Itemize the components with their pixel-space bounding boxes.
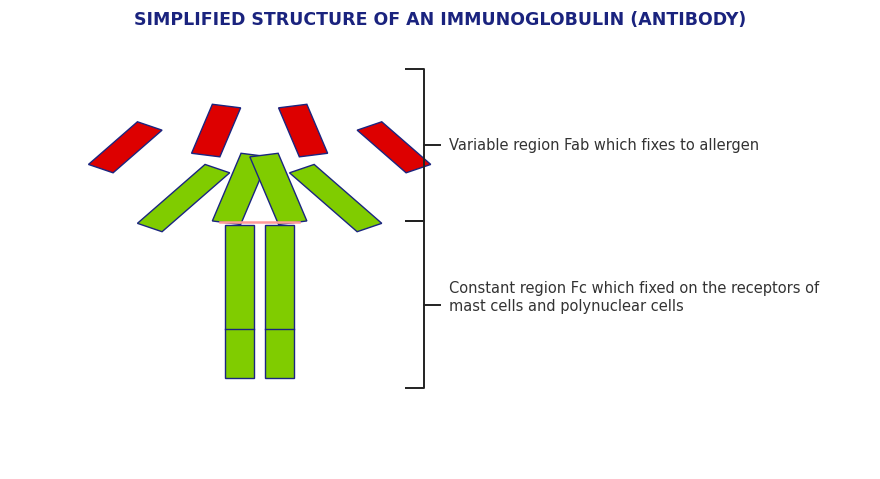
Polygon shape (192, 104, 240, 157)
Polygon shape (225, 225, 254, 378)
Text: SIMPLIFIED STRUCTURE OF AN IMMUNOGLOBULIN (ANTIBODY): SIMPLIFIED STRUCTURE OF AN IMMUNOGLOBULI… (134, 11, 746, 29)
Polygon shape (89, 122, 162, 173)
Polygon shape (137, 164, 230, 232)
Text: Constant region Fc which fixed on the receptors of
mast cells and polynuclear ce: Constant region Fc which fixed on the re… (449, 281, 819, 314)
Polygon shape (265, 225, 294, 378)
Polygon shape (250, 153, 307, 225)
Polygon shape (279, 104, 327, 157)
Polygon shape (357, 122, 430, 173)
Polygon shape (290, 164, 382, 232)
Polygon shape (212, 153, 269, 225)
Text: Variable region Fab which fixes to allergen: Variable region Fab which fixes to aller… (449, 138, 759, 153)
